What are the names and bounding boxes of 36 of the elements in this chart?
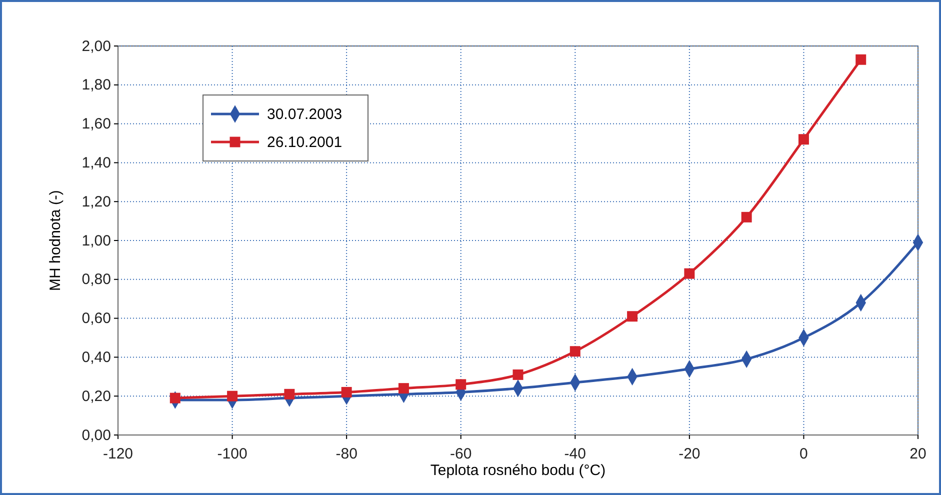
point: [170, 392, 180, 404]
point: [284, 388, 295, 400]
x-tick-label: -20: [678, 446, 700, 462]
x-tick-label: 0: [800, 446, 808, 462]
y-tick-label: 0,00: [82, 426, 111, 444]
point: [741, 212, 752, 222]
y-tick-label: 1,80: [82, 76, 111, 94]
legend-label: 26.10.2001: [267, 134, 342, 151]
point: [456, 379, 466, 390]
y-tick-label: 1,20: [82, 193, 111, 210]
y-tick-label: 2,00: [82, 38, 111, 55]
y-tick-label: 0,60: [82, 310, 111, 328]
x-tick-label: -120: [102, 446, 134, 462]
point: [798, 134, 809, 145]
point: [627, 311, 638, 322]
point: [512, 369, 524, 380]
legend-label: 30.07.2003: [267, 106, 342, 123]
x-tick-label: -80: [336, 446, 358, 462]
x-tick-label: -40: [564, 446, 586, 462]
point: [570, 346, 580, 357]
y-tick-label: 1,00: [82, 232, 111, 250]
point: [856, 54, 866, 65]
y-tick-label: 0,40: [82, 349, 111, 366]
x-tick-label: -100: [217, 446, 248, 462]
point: [227, 390, 238, 402]
y-tick-label: 0,80: [82, 271, 111, 288]
x-tick-label: -60: [450, 446, 472, 462]
point: [398, 383, 409, 394]
y-tick-label: 0,20: [82, 388, 111, 405]
point: [341, 386, 352, 398]
x-tick-label: 20: [910, 446, 926, 462]
y-tick-label: 1,40: [82, 154, 111, 172]
y-tick-label: 1,60: [82, 116, 111, 133]
y-axis-title: MH hodnota (-): [47, 190, 64, 291]
point: [684, 268, 695, 279]
x-axis-title: Teplota rosného bodu (°C): [430, 462, 606, 479]
